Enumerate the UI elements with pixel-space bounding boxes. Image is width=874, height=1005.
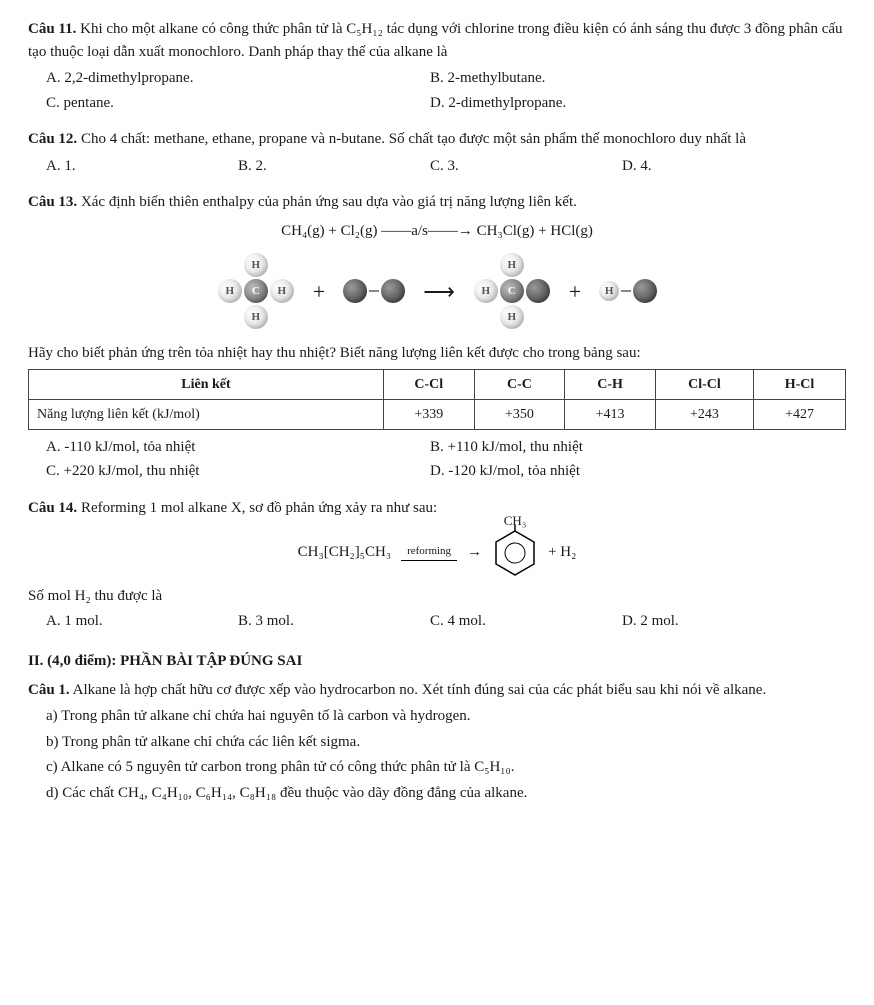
q12-options: A. 1. B. 2. C. 3. D. 4.	[46, 155, 846, 180]
q14-scheme: CH₃[CH₂]₅CH₃ reforming → CH₃ + H₂	[28, 525, 846, 579]
atom-h: H	[218, 279, 242, 303]
reform-arrow-label: reforming	[401, 543, 457, 562]
th-ccl: C-Cl	[383, 369, 474, 399]
ch3-label: CH₃	[504, 511, 527, 531]
q11-opt-a: A. 2,2-dimethylpropane.	[46, 67, 430, 90]
th-ch: C-H	[565, 369, 656, 399]
atom-h: H	[270, 279, 294, 303]
q12-opt-d: D. 4.	[622, 155, 814, 178]
section-2-title: II. (4,0 điểm): PHẦN BÀI TẬP ĐÚNG SAI	[28, 650, 846, 673]
q12-label: Câu 12.	[28, 131, 77, 147]
bond-energy-table: Liên kết C-Cl C-C C-H Cl-Cl H-Cl Năng lư…	[28, 369, 846, 430]
q12-opt-c: C. 3.	[430, 155, 622, 178]
row-label: Năng lượng liên kết (kJ/mol)	[29, 399, 384, 429]
atom-h: H	[500, 305, 524, 329]
th-cc: C-C	[474, 369, 565, 399]
atom-cl	[381, 279, 405, 303]
q14-options: A. 1 mol. B. 3 mol. C. 4 mol. D. 2 mol.	[46, 610, 846, 635]
arrow-op: ⟶	[423, 275, 455, 308]
question-13: Câu 13. Xác định biến thiên enthalpy của…	[28, 191, 846, 485]
atom-h: H	[244, 253, 268, 277]
atom-c: C	[500, 279, 524, 303]
sec2-q1-a: a) Trong phân tử alkane chỉ chứa hai ngu…	[46, 705, 846, 728]
q13-opt-c: C. +220 kJ/mol, thu nhiệt	[46, 460, 430, 483]
table-row: Năng lượng liên kết (kJ/mol) +339 +350 +…	[29, 399, 846, 429]
q12-opt-b: B. 2.	[238, 155, 430, 178]
sec2-q1-body: Alkane là hợp chất hữu cơ được xếp vào h…	[73, 682, 767, 698]
q14-body: Reforming 1 mol alkane X, sơ đồ phản ứng…	[81, 500, 437, 516]
bond-icon	[369, 290, 379, 292]
atom-h: H	[474, 279, 498, 303]
th-clcl: Cl-Cl	[655, 369, 753, 399]
sec2-q1-items: a) Trong phân tử alkane chỉ chứa hai ngu…	[46, 705, 846, 804]
q13-opt-d: D. -120 kJ/mol, tỏa nhiệt	[430, 460, 814, 483]
sec2-q1-d: d) Các chất CH₄, C₄H₁₀, C₆H₁₄, C₈H₁₈ đều…	[46, 782, 846, 805]
q13-prompt: Hãy cho biết phản ứng trên tỏa nhiệt hay…	[28, 342, 846, 365]
benzene-ring-icon	[492, 525, 538, 579]
q11-opt-b: B. 2-methylbutane.	[430, 67, 814, 90]
plus-op: +	[569, 275, 581, 308]
q11-label: Câu 11.	[28, 21, 76, 37]
q13-options: A. -110 kJ/mol, tỏa nhiệt B. +110 kJ/mol…	[46, 436, 846, 485]
q13-opt-a: A. -110 kJ/mol, tỏa nhiệt	[46, 436, 430, 459]
sec2-q1-text: Câu 1. Alkane là hợp chất hữu cơ được xế…	[28, 679, 846, 702]
sec2-q1-label: Câu 1.	[28, 682, 70, 698]
sec2-q1-b: b) Trong phân tử alkane chỉ chứa các liê…	[46, 731, 846, 754]
q11-opt-d: D. 2-dimethylpropane.	[430, 92, 814, 115]
reform-right: + H₂	[548, 541, 576, 564]
plus-op: +	[313, 275, 325, 308]
q14-opt-d: D. 2 mol.	[622, 610, 814, 633]
q14-opt-a: A. 1 mol.	[46, 610, 238, 633]
q13-mol-diagram: H H C H H + ⟶ H H C H + H	[28, 252, 846, 330]
table-row: Liên kết C-Cl C-C C-H Cl-Cl H-Cl	[29, 369, 846, 399]
q11-text: Câu 11. Khi cho một alkane có công thức …	[28, 18, 846, 63]
q14-opt-b: B. 3 mol.	[238, 610, 430, 633]
atom-cl	[526, 279, 550, 303]
q13-label: Câu 13.	[28, 194, 77, 210]
q12-opt-a: A. 1.	[46, 155, 238, 178]
q14-label: Câu 14.	[28, 500, 77, 516]
cell-cc: +350	[474, 399, 565, 429]
q11-body: Khi cho một alkane có công thức phân tử …	[28, 21, 843, 60]
atom-cl	[343, 279, 367, 303]
q11-options: A. 2,2-dimethylpropane. B. 2-methylbutan…	[46, 67, 846, 116]
molecule-cl2	[343, 279, 405, 303]
atom-h: H	[599, 281, 619, 301]
molecule-ch3cl: H H C H	[473, 252, 551, 330]
atom-c: C	[244, 279, 268, 303]
cell-clcl: +243	[655, 399, 753, 429]
atom-h: H	[500, 253, 524, 277]
q14-opt-c: C. 4 mol.	[430, 610, 622, 633]
cell-ch: +413	[565, 399, 656, 429]
question-14: Câu 14. Reforming 1 mol alkane X, sơ đồ …	[28, 497, 846, 635]
q12-text: Câu 12. Cho 4 chất: methane, ethane, pro…	[28, 128, 846, 151]
sec2-q1-c: c) Alkane có 5 nguyên tử carbon trong ph…	[46, 756, 846, 779]
atom-cl	[633, 279, 657, 303]
th-hcl: H-Cl	[754, 369, 846, 399]
sec2-q1: Câu 1. Alkane là hợp chất hữu cơ được xế…	[28, 679, 846, 805]
q13-equation: CH₄(g) + Cl₂(g) ——a/s——→ CH₃Cl(g) + HCl(…	[28, 220, 846, 243]
reform-left: CH₃[CH₂]₅CH₃	[298, 541, 391, 564]
toluene-icon: CH₃	[492, 525, 538, 579]
question-12: Câu 12. Cho 4 chất: methane, ethane, pro…	[28, 128, 846, 179]
molecule-ch4: H H C H H	[217, 252, 295, 330]
q13-text: Câu 13. Xác định biến thiên enthalpy của…	[28, 191, 846, 214]
bond-icon	[621, 290, 631, 292]
cell-ccl: +339	[383, 399, 474, 429]
cell-hcl: +427	[754, 399, 846, 429]
q14-text: Câu 14. Reforming 1 mol alkane X, sơ đồ …	[28, 497, 846, 520]
q12-body: Cho 4 chất: methane, ethane, propane và …	[81, 131, 746, 147]
atom-h: H	[244, 305, 268, 329]
q11-opt-c: C. pentane.	[46, 92, 430, 115]
q14-sub: Số mol H₂ thu được là	[28, 585, 846, 608]
arrow-icon: →	[467, 541, 482, 564]
molecule-hcl: H	[599, 279, 657, 303]
th-bond: Liên kết	[29, 369, 384, 399]
question-11: Câu 11. Khi cho một alkane có công thức …	[28, 18, 846, 116]
q13-body: Xác định biến thiên enthalpy của phản ứn…	[81, 194, 577, 210]
q13-opt-b: B. +110 kJ/mol, thu nhiệt	[430, 436, 814, 459]
